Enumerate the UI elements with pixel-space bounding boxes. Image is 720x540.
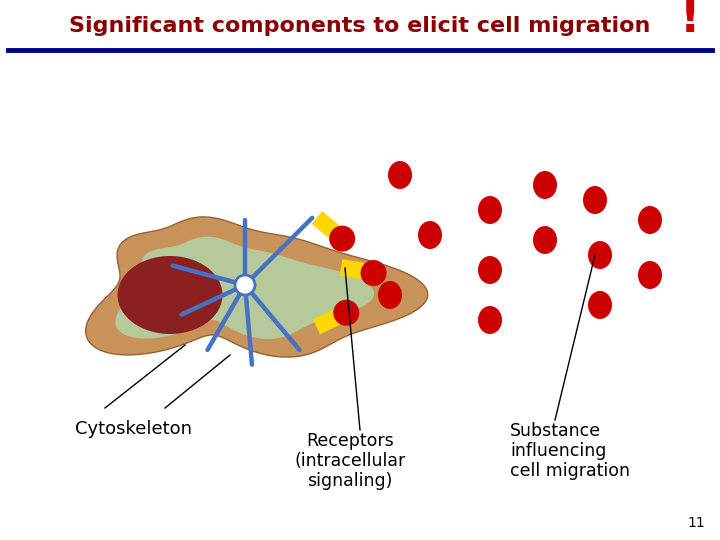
Ellipse shape [117, 256, 222, 334]
Text: Substance: Substance [510, 422, 601, 440]
Ellipse shape [588, 291, 612, 319]
Ellipse shape [378, 281, 402, 309]
Ellipse shape [418, 221, 442, 249]
Text: cell migration: cell migration [510, 462, 630, 480]
Circle shape [333, 300, 359, 326]
Ellipse shape [533, 171, 557, 199]
Text: Receptors: Receptors [306, 432, 394, 450]
Circle shape [329, 226, 355, 252]
Ellipse shape [478, 196, 502, 224]
Polygon shape [115, 237, 374, 339]
Ellipse shape [478, 256, 502, 284]
Text: 11: 11 [688, 516, 705, 530]
Text: influencing: influencing [510, 442, 606, 460]
Text: (intracellular: (intracellular [294, 452, 405, 470]
Ellipse shape [388, 161, 412, 189]
Text: Significant components to elicit cell migration: Significant components to elicit cell mi… [69, 16, 651, 36]
Circle shape [235, 275, 255, 295]
Ellipse shape [638, 261, 662, 289]
Ellipse shape [478, 306, 502, 334]
Text: Cytoskeleton: Cytoskeleton [75, 420, 192, 438]
Polygon shape [86, 217, 428, 357]
Circle shape [361, 260, 387, 286]
Ellipse shape [533, 226, 557, 254]
Text: signaling): signaling) [307, 472, 392, 490]
Ellipse shape [583, 186, 607, 214]
Text: !: ! [680, 0, 700, 42]
Ellipse shape [638, 206, 662, 234]
Ellipse shape [588, 241, 612, 269]
